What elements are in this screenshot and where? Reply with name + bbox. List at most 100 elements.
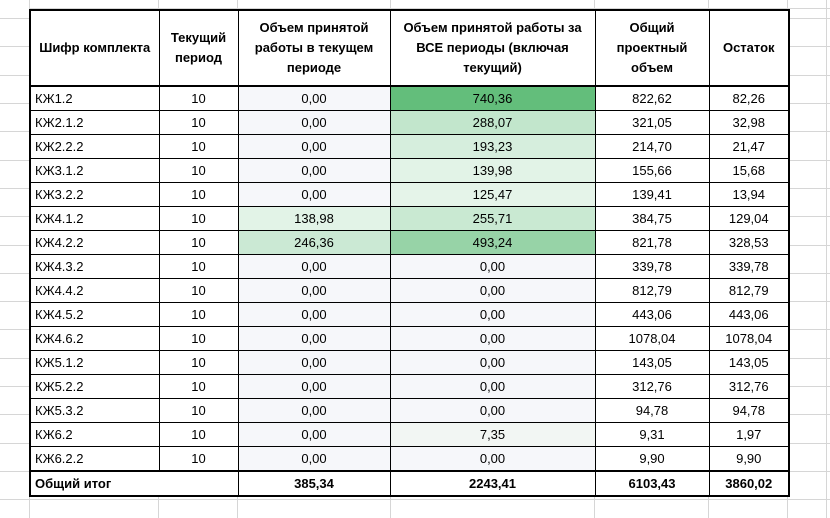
row-project-cell[interactable]: 384,75 <box>594 206 710 231</box>
row-period-cell[interactable]: 10 <box>158 254 239 279</box>
row-remainder-cell[interactable]: 312,76 <box>708 374 790 399</box>
row-current-cell[interactable]: 0,00 <box>237 374 391 399</box>
row-period-cell[interactable]: 10 <box>158 278 239 303</box>
row-all-periods-cell[interactable]: 255,71 <box>389 206 596 231</box>
row-project-cell[interactable]: 821,78 <box>594 230 710 255</box>
row-current-cell[interactable]: 0,00 <box>237 134 391 159</box>
row-period-cell[interactable]: 10 <box>158 398 239 423</box>
row-code-cell[interactable]: КЖ4.3.2 <box>29 254 160 279</box>
row-remainder-cell[interactable]: 812,79 <box>708 278 790 303</box>
total-all-periods-cell[interactable]: 2243,41 <box>389 470 596 497</box>
row-remainder-cell[interactable]: 339,78 <box>708 254 790 279</box>
row-all-periods-cell[interactable]: 0,00 <box>389 350 596 375</box>
row-all-periods-cell[interactable]: 125,47 <box>389 182 596 207</box>
row-all-periods-cell[interactable]: 0,00 <box>389 278 596 303</box>
row-code-cell[interactable]: КЖ4.5.2 <box>29 302 160 327</box>
row-period-cell[interactable]: 10 <box>158 422 239 447</box>
row-code-cell[interactable]: КЖ4.4.2 <box>29 278 160 303</box>
row-code-cell[interactable]: КЖ5.2.2 <box>29 374 160 399</box>
total-label-cell[interactable]: Общий итог <box>29 470 239 497</box>
row-all-periods-cell[interactable]: 0,00 <box>389 398 596 423</box>
row-period-cell[interactable]: 10 <box>158 134 239 159</box>
total-current-cell[interactable]: 385,34 <box>237 470 391 497</box>
row-period-cell[interactable]: 10 <box>158 182 239 207</box>
header-current-volume[interactable]: Объем принятой работы в текущем периоде <box>237 9 391 87</box>
row-project-cell[interactable]: 94,78 <box>594 398 710 423</box>
row-code-cell[interactable]: КЖ4.6.2 <box>29 326 160 351</box>
header-remainder[interactable]: Остаток <box>708 9 790 87</box>
row-code-cell[interactable]: КЖ5.3.2 <box>29 398 160 423</box>
row-period-cell[interactable]: 10 <box>158 230 239 255</box>
row-remainder-cell[interactable]: 32,98 <box>708 110 790 135</box>
row-project-cell[interactable]: 339,78 <box>594 254 710 279</box>
header-all-periods-volume[interactable]: Объем принятой работы за ВСЕ периоды (вк… <box>389 9 596 87</box>
row-remainder-cell[interactable]: 443,06 <box>708 302 790 327</box>
header-project-total[interactable]: Общий проектный объем <box>594 9 710 87</box>
row-remainder-cell[interactable]: 1,97 <box>708 422 790 447</box>
row-all-periods-cell[interactable]: 0,00 <box>389 302 596 327</box>
row-all-periods-cell[interactable]: 0,00 <box>389 326 596 351</box>
row-code-cell[interactable]: КЖ6.2 <box>29 422 160 447</box>
row-period-cell[interactable]: 10 <box>158 85 239 111</box>
row-current-cell[interactable]: 246,36 <box>237 230 391 255</box>
row-all-periods-cell[interactable]: 493,24 <box>389 230 596 255</box>
row-remainder-cell[interactable]: 129,04 <box>708 206 790 231</box>
header-current-period[interactable]: Текущий период <box>158 9 239 87</box>
row-period-cell[interactable]: 10 <box>158 446 239 472</box>
row-code-cell[interactable]: КЖ6.2.2 <box>29 446 160 472</box>
row-remainder-cell[interactable]: 1078,04 <box>708 326 790 351</box>
row-code-cell[interactable]: КЖ2.1.2 <box>29 110 160 135</box>
row-project-cell[interactable]: 443,06 <box>594 302 710 327</box>
row-project-cell[interactable]: 143,05 <box>594 350 710 375</box>
row-period-cell[interactable]: 10 <box>158 302 239 327</box>
row-code-cell[interactable]: КЖ2.2.2 <box>29 134 160 159</box>
row-current-cell[interactable]: 0,00 <box>237 422 391 447</box>
row-all-periods-cell[interactable]: 740,36 <box>389 85 596 111</box>
row-remainder-cell[interactable]: 13,94 <box>708 182 790 207</box>
row-current-cell[interactable]: 0,00 <box>237 350 391 375</box>
row-project-cell[interactable]: 214,70 <box>594 134 710 159</box>
row-current-cell[interactable]: 0,00 <box>237 326 391 351</box>
row-remainder-cell[interactable]: 15,68 <box>708 158 790 183</box>
row-period-cell[interactable]: 10 <box>158 206 239 231</box>
row-code-cell[interactable]: КЖ4.1.2 <box>29 206 160 231</box>
row-all-periods-cell[interactable]: 288,07 <box>389 110 596 135</box>
row-current-cell[interactable]: 0,00 <box>237 254 391 279</box>
row-remainder-cell[interactable]: 328,53 <box>708 230 790 255</box>
row-project-cell[interactable]: 822,62 <box>594 85 710 111</box>
row-period-cell[interactable]: 10 <box>158 110 239 135</box>
row-current-cell[interactable]: 0,00 <box>237 278 391 303</box>
row-code-cell[interactable]: КЖ4.2.2 <box>29 230 160 255</box>
row-code-cell[interactable]: КЖ1.2 <box>29 85 160 111</box>
row-project-cell[interactable]: 1078,04 <box>594 326 710 351</box>
row-period-cell[interactable]: 10 <box>158 158 239 183</box>
row-project-cell[interactable]: 321,05 <box>594 110 710 135</box>
header-code[interactable]: Шифр комплекта <box>29 9 160 87</box>
row-all-periods-cell[interactable]: 0,00 <box>389 446 596 472</box>
row-period-cell[interactable]: 10 <box>158 374 239 399</box>
row-project-cell[interactable]: 155,66 <box>594 158 710 183</box>
row-all-periods-cell[interactable]: 7,35 <box>389 422 596 447</box>
total-project-cell[interactable]: 6103,43 <box>594 470 710 497</box>
total-remainder-cell[interactable]: 3860,02 <box>708 470 790 497</box>
row-current-cell[interactable]: 0,00 <box>237 182 391 207</box>
row-current-cell[interactable]: 138,98 <box>237 206 391 231</box>
row-all-periods-cell[interactable]: 139,98 <box>389 158 596 183</box>
row-project-cell[interactable]: 312,76 <box>594 374 710 399</box>
row-period-cell[interactable]: 10 <box>158 350 239 375</box>
row-current-cell[interactable]: 0,00 <box>237 398 391 423</box>
row-remainder-cell[interactable]: 143,05 <box>708 350 790 375</box>
row-remainder-cell[interactable]: 9,90 <box>708 446 790 472</box>
row-project-cell[interactable]: 9,31 <box>594 422 710 447</box>
row-all-periods-cell[interactable]: 0,00 <box>389 374 596 399</box>
row-remainder-cell[interactable]: 21,47 <box>708 134 790 159</box>
row-current-cell[interactable]: 0,00 <box>237 158 391 183</box>
row-all-periods-cell[interactable]: 193,23 <box>389 134 596 159</box>
row-period-cell[interactable]: 10 <box>158 326 239 351</box>
row-code-cell[interactable]: КЖ5.1.2 <box>29 350 160 375</box>
row-current-cell[interactable]: 0,00 <box>237 446 391 472</box>
row-current-cell[interactable]: 0,00 <box>237 85 391 111</box>
row-code-cell[interactable]: КЖ3.1.2 <box>29 158 160 183</box>
row-code-cell[interactable]: КЖ3.2.2 <box>29 182 160 207</box>
row-project-cell[interactable]: 9,90 <box>594 446 710 472</box>
